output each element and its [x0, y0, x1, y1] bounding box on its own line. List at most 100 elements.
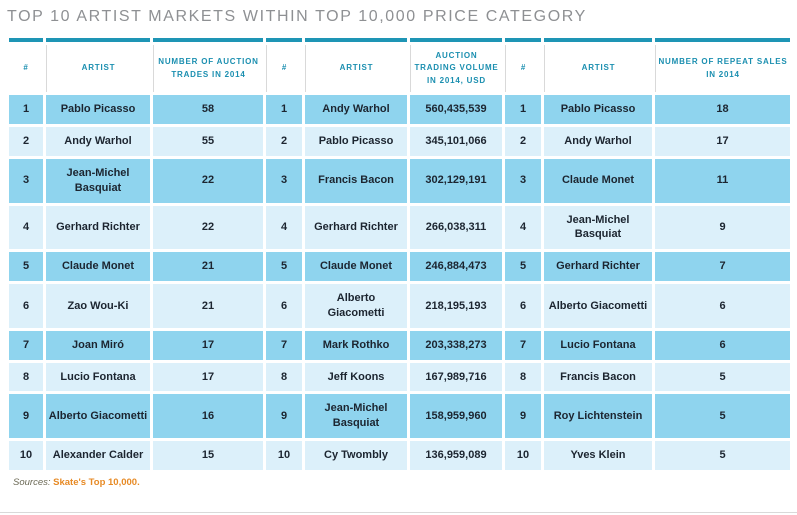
- value-cell: 11: [655, 158, 790, 203]
- artist-cell: Lucio Fontana: [46, 362, 150, 392]
- artist-cell: Claude Monet: [46, 252, 150, 282]
- rank-cell: 10: [9, 441, 43, 470]
- rank-cell: 10: [505, 441, 541, 470]
- table-row: 6 Zao Wou-Ki 21 6 Alberto Giacometti 218,195,…: [9, 284, 790, 328]
- artist-cell: Cy Twombly: [305, 441, 407, 470]
- sources-line: Sources: Skate's Top 10,000.: [13, 477, 792, 488]
- artist-cell: Jean-Michel Basquiat: [46, 158, 150, 203]
- rank-cell: 8: [505, 362, 541, 392]
- artist-cell: Joan Miró: [46, 330, 150, 360]
- value-cell: 17: [153, 362, 263, 392]
- header-artist-repeat: ARTIST: [544, 45, 652, 93]
- rank-cell: 5: [505, 252, 541, 282]
- table-header: # ARTIST NUMBER OF AUCTION TRADES IN 201…: [9, 38, 790, 93]
- artist-cell: Pablo Picasso: [305, 127, 407, 156]
- value-cell: 55: [153, 127, 263, 156]
- accent-segment: [544, 38, 652, 42]
- value-cell: 7: [655, 252, 790, 282]
- rank-cell: 8: [266, 362, 302, 392]
- accent-segment: [505, 38, 541, 42]
- value-cell: 560,435,539: [410, 95, 502, 125]
- header-repeat-sales: NUMBER OF REPEAT SALES IN 2014: [655, 45, 790, 93]
- value-cell: 17: [153, 330, 263, 360]
- artist-cell: Francis Bacon: [544, 362, 652, 392]
- artist-cell: Jeff Koons: [305, 362, 407, 392]
- accent-segment: [46, 38, 150, 42]
- table-row: 7 Joan Miró 17 7 Mark Rothko 203,338,273 7 Luci…: [9, 330, 790, 360]
- artist-cell: Andy Warhol: [46, 127, 150, 156]
- rank-cell: 4: [266, 205, 302, 250]
- page-title: TOP 10 ARTIST MARKETS WITHIN TOP 10,000 …: [7, 8, 587, 25]
- sources-link[interactable]: Skate's Top 10,000.: [53, 476, 140, 488]
- artist-cell: Claude Monet: [544, 158, 652, 203]
- value-cell: 16: [153, 394, 263, 439]
- rank-cell: 7: [9, 330, 43, 360]
- rank-cell: 9: [9, 394, 43, 439]
- artist-cell: Andy Warhol: [305, 95, 407, 125]
- value-cell: 22: [153, 205, 263, 250]
- value-cell: 6: [655, 330, 790, 360]
- value-cell: 266,038,311: [410, 205, 502, 250]
- artist-cell: Jean-Michel Basquiat: [305, 394, 407, 439]
- value-cell: 22: [153, 158, 263, 203]
- rank-cell: 3: [505, 158, 541, 203]
- rank-cell: 10: [266, 441, 302, 470]
- header-artist-volume: ARTIST: [305, 45, 407, 93]
- bottom-divider: [0, 512, 797, 513]
- header-trading-volume: AUCTION TRADING VOLUME IN 2014, USD: [410, 45, 502, 93]
- table-row: 8 Lucio Fontana 17 8 Jeff Koons 167,989,716 8 F…: [9, 362, 790, 392]
- artist-cell: Alexander Calder: [46, 441, 150, 470]
- rank-cell: 4: [9, 205, 43, 250]
- rank-cell: 5: [9, 252, 43, 282]
- artist-cell: Lucio Fontana: [544, 330, 652, 360]
- rank-cell: 4: [505, 205, 541, 250]
- table-row: 2 Andy Warhol 55 2 Pablo Picasso 345,101,066 2…: [9, 127, 790, 156]
- value-cell: 5: [655, 362, 790, 392]
- table-row: 3 Jean-Michel Basquiat 22 3 Francis Bacon 302…: [9, 158, 790, 203]
- accent-bar: [9, 38, 790, 42]
- rank-cell: 7: [266, 330, 302, 360]
- header-rank-trades: #: [9, 45, 43, 93]
- artist-cell: Francis Bacon: [305, 158, 407, 203]
- value-cell: 5: [655, 394, 790, 439]
- markets-table: # ARTIST NUMBER OF AUCTION TRADES IN 201…: [6, 35, 793, 473]
- artist-cell: Roy Lichtenstein: [544, 394, 652, 439]
- value-cell: 6: [655, 284, 790, 328]
- value-cell: 21: [153, 284, 263, 328]
- value-cell: 246,884,473: [410, 252, 502, 282]
- value-cell: 158,959,960: [410, 394, 502, 439]
- artist-cell: Pablo Picasso: [544, 95, 652, 125]
- value-cell: 9: [655, 205, 790, 250]
- value-cell: 5: [655, 441, 790, 470]
- table-row: 4 Gerhard Richter 22 4 Gerhard Richter 266,03…: [9, 205, 790, 250]
- sources-label: Sources:: [13, 476, 51, 488]
- table-body: 1 Pablo Picasso 58 1 Andy Warhol 560,435,539 1…: [9, 95, 790, 470]
- artist-cell: Alberto Giacometti: [46, 394, 150, 439]
- artist-cell: Jean-Michel Basquiat: [544, 205, 652, 250]
- artist-cell: Gerhard Richter: [305, 205, 407, 250]
- table-row: 5 Claude Monet 21 5 Claude Monet 246,884,473 5…: [9, 252, 790, 282]
- header-rank-repeat: #: [505, 45, 541, 93]
- accent-segment: [305, 38, 407, 42]
- value-cell: 21: [153, 252, 263, 282]
- rank-cell: 9: [505, 394, 541, 439]
- table-row: 9 Alberto Giacometti 16 9 Jean-Michel Basqui…: [9, 394, 790, 439]
- value-cell: 15: [153, 441, 263, 470]
- value-cell: 345,101,066: [410, 127, 502, 156]
- artist-cell: Gerhard Richter: [46, 205, 150, 250]
- artist-cell: Yves Klein: [544, 441, 652, 470]
- accent-segment: [9, 38, 43, 42]
- rank-cell: 9: [266, 394, 302, 439]
- value-cell: 18: [655, 95, 790, 125]
- artist-cell: Andy Warhol: [544, 127, 652, 156]
- rank-cell: 2: [505, 127, 541, 156]
- artist-cell: Claude Monet: [305, 252, 407, 282]
- accent-segment: [655, 38, 790, 42]
- rank-cell: 1: [505, 95, 541, 125]
- rank-cell: 1: [9, 95, 43, 125]
- table-row: 10 Alexander Calder 15 10 Cy Twombly 136,959,…: [9, 441, 790, 470]
- rank-cell: 3: [266, 158, 302, 203]
- rank-cell: 8: [9, 362, 43, 392]
- value-cell: 136,959,089: [410, 441, 502, 470]
- rank-cell: 3: [9, 158, 43, 203]
